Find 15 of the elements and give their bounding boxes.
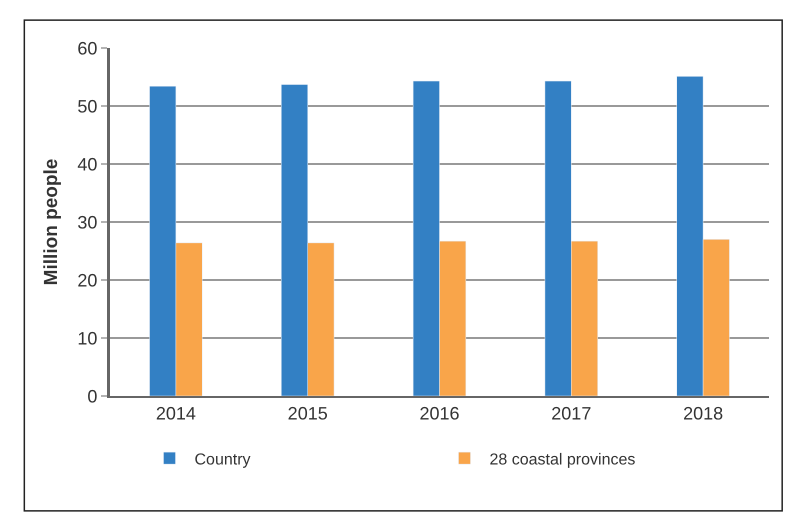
x-tick-label: 2016 bbox=[419, 404, 460, 424]
y-tick-label: 30 bbox=[77, 212, 98, 232]
legend-label: 28 coastal provinces bbox=[490, 451, 636, 468]
legend-label: Country bbox=[194, 451, 251, 468]
y-tick-label: 60 bbox=[77, 38, 98, 58]
x-tick-label: 2018 bbox=[683, 404, 724, 424]
x-tick-label: 2015 bbox=[288, 404, 328, 424]
x-tick-label: 2017 bbox=[551, 404, 592, 424]
y-tick-label: 10 bbox=[77, 328, 98, 348]
y-tick-label: 20 bbox=[77, 270, 98, 290]
x-tick-label: 2014 bbox=[156, 404, 196, 424]
y-tick-label: 50 bbox=[77, 96, 98, 116]
y-axis-title: Million people bbox=[41, 158, 62, 286]
y-tick-label: 0 bbox=[87, 386, 98, 406]
y-tick-label: 40 bbox=[77, 154, 98, 174]
